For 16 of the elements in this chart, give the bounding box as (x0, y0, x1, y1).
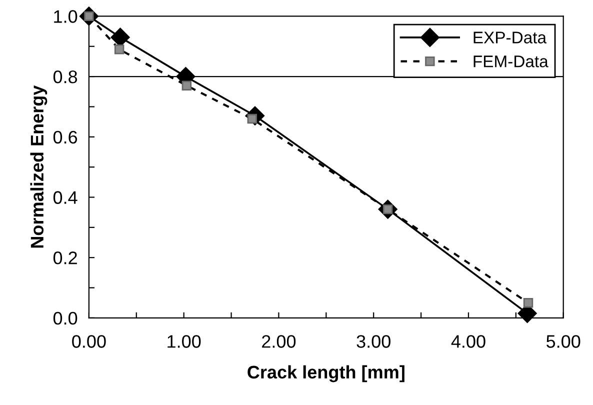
x-tick-label: 3.00 (356, 335, 390, 348)
x-tick-label: 0.00 (72, 335, 106, 348)
y-axis-title: Normalized Energy (30, 85, 48, 248)
legend-label: FEM-Data (474, 56, 548, 68)
legend-label: EXP-Data (474, 32, 547, 44)
y-tick-label: 0.6 (53, 130, 78, 144)
y-tick-label: 1.0 (54, 10, 78, 23)
x-tick-label: 5.00 (546, 335, 580, 348)
y-tick-label: 0.4 (53, 191, 78, 204)
x-tick-label: 4.00 (451, 335, 486, 348)
x-tick-label: 1.00 (168, 335, 201, 348)
y-tick-label: 0.0 (53, 312, 78, 325)
x-tick-label: 2.00 (262, 335, 296, 348)
x-axis-title: Crack length [mm] (248, 365, 404, 382)
y-tick-label: 0.8 (53, 70, 78, 84)
y-tick-label: 0.2 (53, 252, 77, 264)
